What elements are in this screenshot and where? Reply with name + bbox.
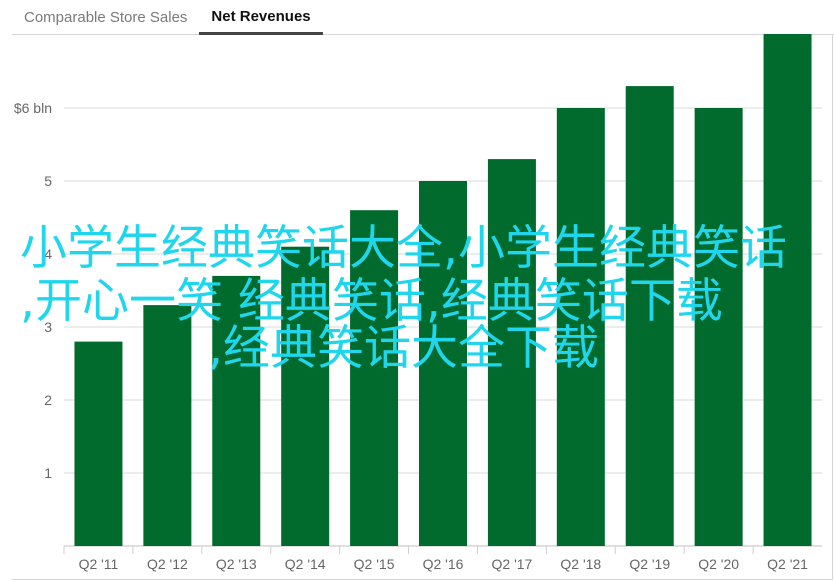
bar[interactable]: [694, 108, 743, 546]
x-tick-label: Q2 '21: [767, 556, 808, 572]
x-tick-label: Q2 '13: [216, 556, 257, 572]
y-tick-label: 3: [44, 319, 52, 335]
y-tick-label: 4: [44, 246, 52, 262]
x-tick-label: Q2 '19: [629, 556, 670, 572]
bar[interactable]: [419, 181, 467, 546]
x-tick-label: Q2 '15: [354, 556, 395, 572]
x-tick-label: Q2 '14: [285, 556, 326, 572]
tab-comparable-store-sales[interactable]: Comparable Store Sales: [24, 8, 188, 26]
x-tick-label: Q2 '12: [147, 556, 188, 572]
bar[interactable]: [763, 34, 812, 546]
bar[interactable]: [74, 341, 123, 546]
net-revenues-bar-chart: 1 2 3 4 5 $6 bln Q2 '11 Q2 '12 Q2 '13 Q2 '14 Q2 '…: [14, 34, 822, 572]
bar[interactable]: [350, 210, 399, 546]
y-tick-label: 5: [44, 173, 52, 189]
x-tick-label: Q2 '16: [423, 556, 464, 572]
y-tick-label: 2: [44, 392, 52, 408]
y-tick-label: $6 bln: [14, 100, 52, 116]
bar[interactable]: [281, 246, 330, 546]
x-tick-label: Q2 '11: [79, 556, 119, 572]
bar[interactable]: [556, 108, 605, 546]
bar[interactable]: [212, 275, 261, 546]
bar[interactable]: [487, 159, 536, 546]
bar[interactable]: [143, 305, 192, 546]
chart-panel: 1 2 3 4 5 $6 bln Q2 '11 Q2 '12 Q2 '13 Q2 '14 Q2 '…: [12, 34, 833, 580]
x-tick-label: Q2 '18: [560, 556, 601, 572]
tab-bar: Comparable Store Sales Net Revenues: [12, 0, 834, 35]
bar[interactable]: [625, 86, 674, 546]
x-tick-label: Q2 '17: [492, 556, 533, 572]
tab-net-revenues[interactable]: Net Revenues: [199, 0, 323, 35]
y-tick-label: 1: [44, 465, 52, 481]
x-tick-label: Q2 '20: [698, 556, 739, 572]
